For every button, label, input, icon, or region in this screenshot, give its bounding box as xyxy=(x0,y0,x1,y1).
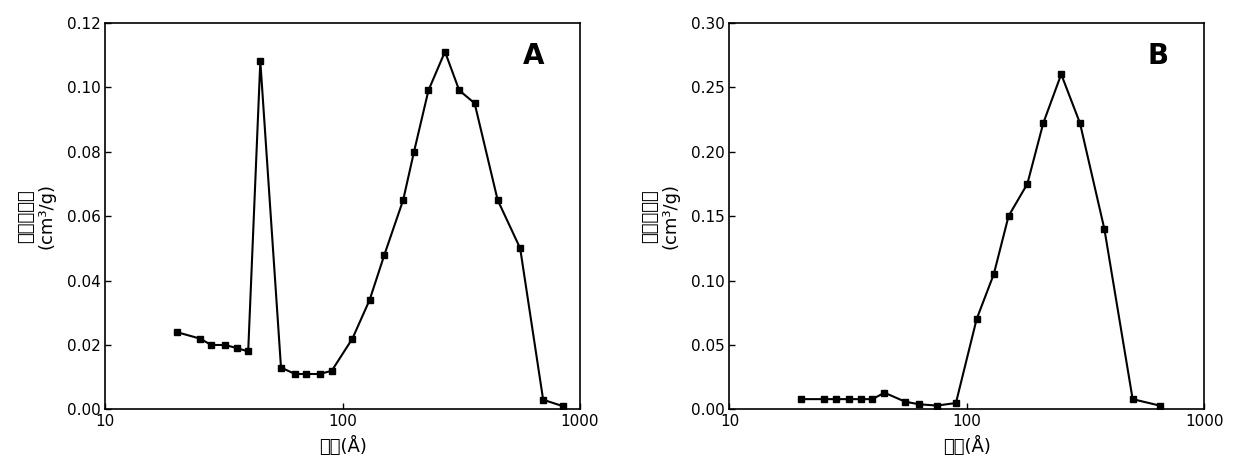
X-axis label: 孔径(Å): 孔径(Å) xyxy=(319,436,367,456)
X-axis label: 孔径(Å): 孔径(Å) xyxy=(942,436,991,456)
Text: A: A xyxy=(523,42,544,70)
Y-axis label: 微分孔容积
(cm³/g): 微分孔容积 (cm³/g) xyxy=(641,183,680,249)
Text: B: B xyxy=(1147,42,1168,70)
Y-axis label: 微分孔容积
(cm³/g): 微分孔容积 (cm³/g) xyxy=(16,183,56,249)
